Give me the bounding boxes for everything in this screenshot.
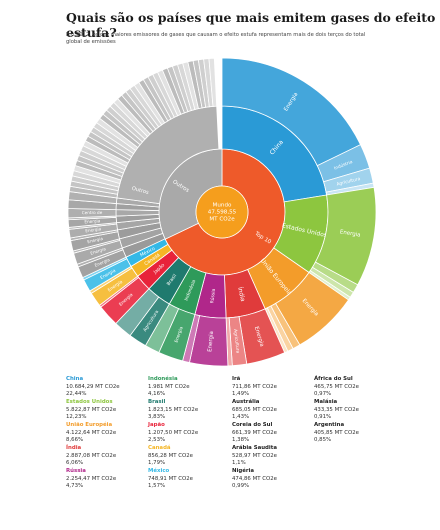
legend-item: Irã 711,86 MT CO2e 1,49% — [232, 376, 317, 399]
legend-item-value: 661,39 MT CO2e — [232, 429, 277, 436]
other-sliver-39 — [208, 57, 218, 107]
legend-item-percent: 1,1% — [232, 460, 246, 467]
legend-item: Austrália 685,05 MT CO2e 1,43% — [232, 399, 317, 422]
center-value: 47.598,55 — [208, 210, 237, 216]
legend-item-value: 405,85 MT CO2e — [314, 429, 359, 436]
other-sector-label-0-0: Energia — [94, 257, 111, 268]
legend-item-name: Estados Unidos — [66, 399, 113, 405]
sector-label-1-0: Energia — [339, 229, 361, 238]
sector-label-3-0: Energia — [253, 326, 265, 348]
country-label-3: Índia — [236, 286, 246, 302]
legend-item-name: Malásia — [314, 399, 338, 405]
legend-item: Malásia 433,35 MT CO2e 0,91% — [314, 399, 399, 422]
legend-item-value: 1.823,15 MT CO2e — [148, 406, 199, 413]
legend-item: Brasil 1.823,15 MT CO2e 3,83% — [148, 399, 233, 422]
legend-item-name: Japão — [148, 422, 165, 428]
legend-item-percent: 2,53% — [148, 437, 166, 444]
legend-item-name: México — [148, 468, 170, 474]
legend-item-percent: 1,43% — [232, 414, 250, 421]
legend-item-name: China — [66, 376, 84, 382]
legend-item-name: Índia — [66, 445, 82, 451]
legend-item-value: 474,86 MT CO2e — [232, 475, 277, 482]
legend-item-name: União Européia — [66, 422, 113, 428]
legend-item-value: 528,97 MT CO2e — [232, 452, 277, 459]
legend-item-percent: 1,49% — [232, 391, 250, 398]
legend-item-value: 748,91 MT CO2e — [148, 475, 193, 482]
legend-item-value: 465,75 MT CO2e — [314, 383, 359, 390]
legend-item-percent: 1,57% — [148, 483, 166, 490]
legend-item: Indonésia 1.981 MT CO2e 4,16% — [148, 376, 233, 399]
other-sector-label-4-0: Energia — [84, 218, 101, 224]
chart-title: Quais são os países que mais emitem gase… — [66, 10, 436, 40]
legend-item-name: Brasil — [148, 399, 166, 405]
legend-item-value: 2.887,08 MT CO2e — [66, 452, 117, 459]
other-sector-label-5-0: Centro de — [82, 210, 103, 215]
other-sector-label-1-0: Energia — [90, 246, 107, 256]
legend-item-value: 685,05 MT CO2e — [232, 406, 277, 413]
legend-item-name: Canadá — [148, 445, 171, 451]
legend-item-percent: 22,44% — [66, 391, 87, 398]
legend-item: Rússia 2.254,47 MT CO2e 4,73% — [66, 468, 151, 491]
legend-item-percent: 3,83% — [148, 414, 166, 421]
legend-item: Arábia Saudita 528,97 MT CO2e 1,1% — [232, 445, 317, 468]
legend-item-name: Coreia do Sul — [232, 422, 273, 428]
legend-item-value: 1.981 MT CO2e — [148, 383, 190, 390]
legend-item: Nigéria 474,86 MT CO2e 0,99% — [232, 468, 317, 491]
center-unit: MT CO2e — [209, 217, 235, 223]
other-sector-label-2-0: Energia — [87, 236, 104, 244]
legend-item-name: Austrália — [232, 399, 260, 405]
legend-item-percent: 12,23% — [66, 414, 87, 421]
sunburst-chart: Top 10OutrosChinaEnergiaIndústriaAgricul… — [67, 57, 377, 367]
center-circle — [195, 185, 249, 239]
country-label-4: Rússia — [208, 288, 217, 304]
legend-item-name: Argentina — [314, 422, 345, 428]
legend-item-percent: 0,99% — [232, 483, 250, 490]
sector-label-3-1: Agricultura — [232, 329, 241, 354]
legend-item-percent: 0,85% — [314, 437, 332, 444]
legend-item-value: 10.684,29 MT CO2e — [66, 383, 120, 390]
sector-label-0-2: Agricultura — [336, 176, 361, 188]
legend-item-percent: 8,66% — [66, 437, 84, 444]
legend-item-value: 856,28 MT CO2e — [148, 452, 193, 459]
legend-item-name: Nigéria — [232, 468, 255, 474]
legend-item: Argentina 405,85 MT CO2e 0,85% — [314, 422, 399, 445]
legend-item: União Européia 4.122,64 MT CO2e 8,66% — [66, 422, 151, 445]
legend-item-percent: 0,91% — [314, 414, 332, 421]
sector-label-4-0: Energia — [207, 331, 215, 352]
center-label: Mundo — [213, 203, 232, 209]
legend-item: Canadá 856,28 MT CO2e 1,79% — [148, 445, 233, 468]
legend-item-name: África do Sul — [314, 376, 353, 382]
legend-item-percent: 0,97% — [314, 391, 332, 398]
legend-item-percent: 4,16% — [148, 391, 166, 398]
legend-item: Coreia do Sul 661,39 MT CO2e 1,38% — [232, 422, 317, 445]
sector-label-5-0: Energia — [173, 326, 184, 344]
other-sector-label-3-0: Energia — [85, 226, 102, 233]
legend-item: China 10.684,29 MT CO2e 22,44% — [66, 376, 151, 399]
legend-item-value: 5.822,87 MT CO2e — [66, 406, 117, 413]
legend-item-percent: 1,79% — [148, 460, 166, 467]
legend-item-name: Irã — [232, 376, 241, 382]
legend-item-name: Indonésia — [148, 376, 178, 382]
others-label: Outros — [131, 186, 150, 196]
legend-item: África do Sul 465,75 MT CO2e 0,97% — [314, 376, 399, 399]
legend-item: Japão 1.207,50 MT CO2e 2,53% — [148, 422, 233, 445]
legend-item-name: Arábia Saudita — [232, 445, 277, 451]
chart-subtitle: Em 2012, os dez maiores emissores de gas… — [66, 32, 366, 45]
legend-item: Estados Unidos 5.822,87 MT CO2e 12,23% — [66, 399, 151, 422]
legend-item-percent: 1,38% — [232, 437, 250, 444]
legend-item-name: Rússia — [66, 468, 86, 474]
legend-item: México 748,91 MT CO2e 1,57% — [148, 468, 233, 491]
legend-item: Índia 2.887,08 MT CO2e 6,06% — [66, 445, 151, 468]
legend-item-value: 1.207,50 MT CO2e — [148, 429, 199, 436]
legend-item-value: 711,86 MT CO2e — [232, 383, 277, 390]
legend-item-value: 2.254,47 MT CO2e — [66, 475, 117, 482]
legend-item-percent: 4,73% — [66, 483, 84, 490]
legend-item-value: 4.122,64 MT CO2e — [66, 429, 117, 436]
legend-item-percent: 6,06% — [66, 460, 84, 467]
legend-item-value: 433,35 MT CO2e — [314, 406, 359, 413]
